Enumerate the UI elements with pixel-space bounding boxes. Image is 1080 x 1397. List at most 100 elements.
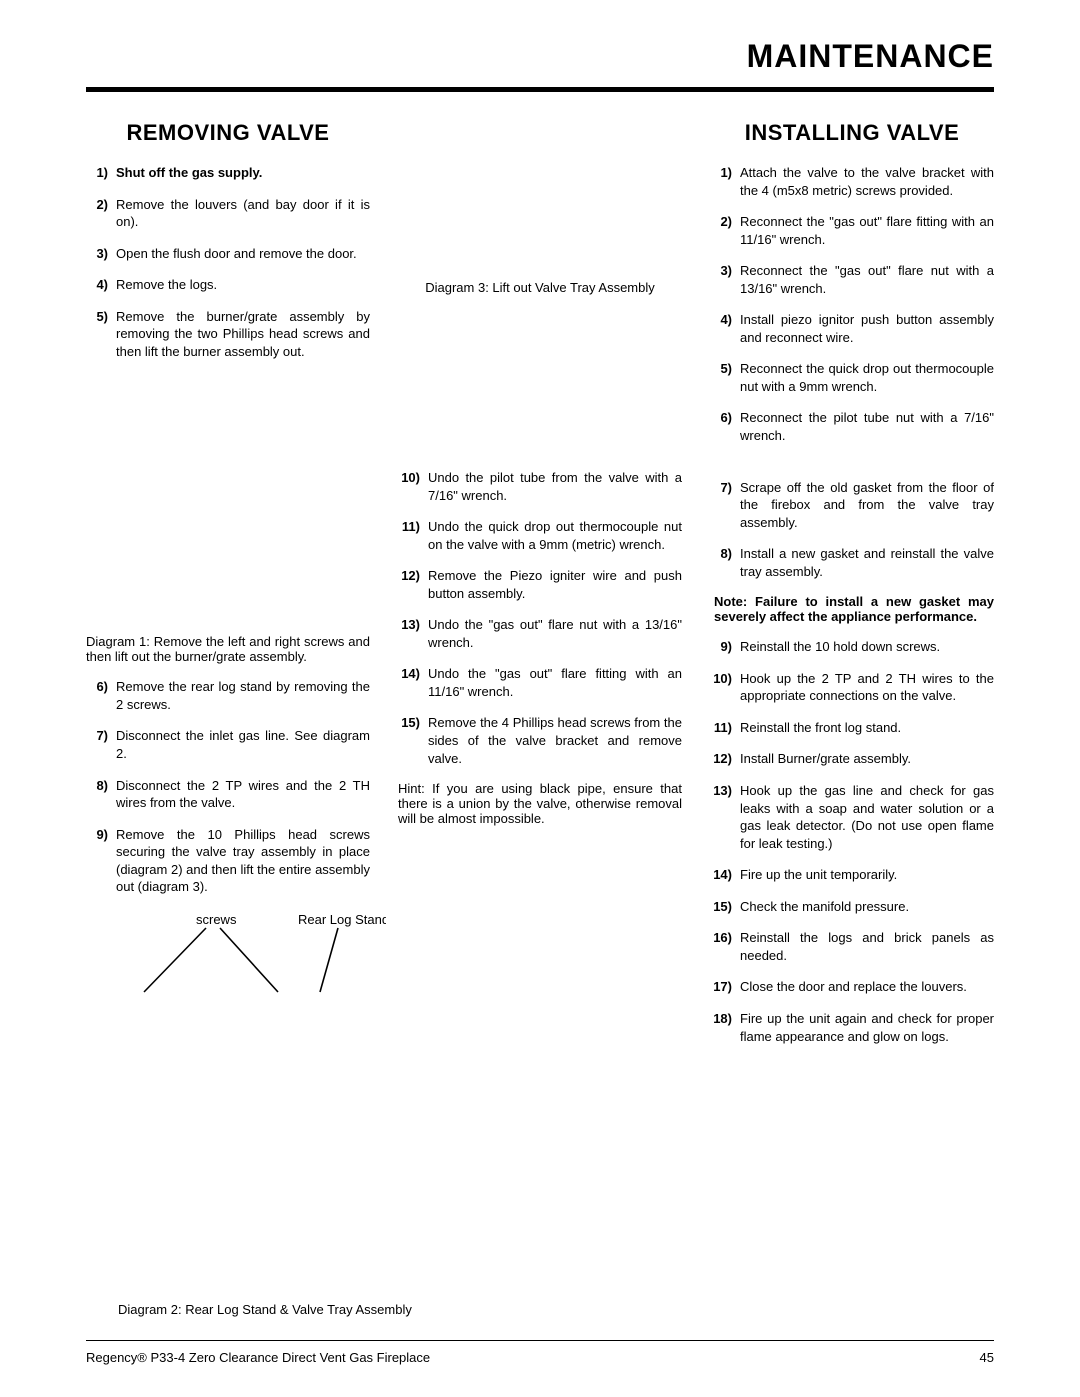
step-text: Remove the rear log stand by removing th… (116, 678, 370, 713)
step-number: 6) (86, 678, 108, 696)
step-text: Attach the valve to the valve bracket wi… (740, 164, 994, 199)
step-text: Remove the burner/grate assembly by remo… (116, 308, 370, 361)
step-text: Undo the pilot tube from the valve with … (428, 469, 682, 504)
col-2: Diagram 3: Lift out Valve Tray Assembly … (398, 120, 682, 1059)
step-item: 9)Remove the 10 Phillips head screws sec… (86, 826, 370, 896)
step-text: Remove the 4 Phillips head screws from t… (428, 714, 682, 767)
diagram-1-placeholder (86, 374, 370, 634)
step-item: 8)Install a new gasket and reinstall the… (710, 545, 994, 580)
step-number: 13) (398, 616, 420, 634)
step-item: 6) Remove the rear log stand by removing … (86, 678, 370, 713)
step-number: 12) (710, 750, 732, 768)
step-text: Scrape off the old gasket from the floor… (740, 479, 994, 532)
step-item: 4) Install piezo ignitor push button asse… (710, 311, 994, 346)
step-text: Remove the logs. (116, 276, 370, 294)
screws-label: screws (196, 912, 237, 927)
step-number: 8) (86, 777, 108, 795)
step-item: 17) Close the door and replace the louver… (710, 978, 994, 996)
footer-rule (86, 1340, 994, 1341)
step-text: Undo the quick drop out thermocouple nut… (428, 518, 682, 553)
step-number: 2) (710, 213, 732, 231)
removing-steps-a: 1)Shut off the gas supply.2)Remove the l… (86, 164, 370, 360)
step-text: Remove the louvers (and bay door if it i… (116, 196, 370, 231)
step-text: Install piezo ignitor push button assemb… (740, 311, 994, 346)
step-item: 3)Open the flush door and remove the doo… (86, 245, 370, 263)
step-text: Fire up the unit temporarily. (740, 866, 994, 884)
step-item: 2) Reconnect the "gas out" flare fitting … (710, 213, 994, 248)
installing-valve-title: INSTALLING VALVE (710, 120, 994, 146)
col-1: REMOVING VALVE 1)Shut off the gas supply… (86, 120, 370, 1059)
step-item: 1) Attach the valve to the valve bracket … (710, 164, 994, 199)
footer: Regency® P33-4 Zero Clearance Direct Ven… (86, 1350, 994, 1365)
step-number: 7) (710, 479, 732, 497)
step-number: 10) (710, 670, 732, 688)
installing-steps-b: 7) Scrape off the old gasket from the flo… (710, 479, 994, 581)
footer-left: Regency® P33-4 Zero Clearance Direct Ven… (86, 1350, 430, 1365)
step-text: Check the manifold pressure. (740, 898, 994, 916)
step-item: 7) Disconnect the inlet gas line. See dia… (86, 727, 370, 762)
step-text: Fire up the unit again and check for pro… (740, 1010, 994, 1045)
step-item: 2)Remove the louvers (and bay door if it… (86, 196, 370, 231)
step-number: 18) (710, 1010, 732, 1028)
step-number: 12) (398, 567, 420, 585)
install-note: Note: Failure to install a new gasket ma… (710, 594, 994, 624)
step-text: Reinstall the front log stand. (740, 719, 994, 737)
step-text: Install a new gasket and reinstall the v… (740, 545, 994, 580)
thick-rule (86, 87, 994, 92)
step-item: 5)Remove the burner/grate assembly by re… (86, 308, 370, 361)
callout-line-3 (320, 928, 338, 992)
step-item: 4)Remove the logs. (86, 276, 370, 294)
step-number: 7) (86, 727, 108, 745)
step-item: 10)Undo the pilot tube from the valve wi… (398, 469, 682, 504)
main-title: MAINTENANCE (86, 38, 994, 75)
step-item: 18) Fire up the unit again and check for … (710, 1010, 994, 1045)
screws-diagram-svg: screws Rear Log Stand (86, 910, 386, 1000)
step-text: Undo the "gas out" flare fitting with an… (428, 665, 682, 700)
step-number: 16) (710, 929, 732, 947)
page: MAINTENANCE REMOVING VALVE 1)Shut off th… (0, 0, 1080, 1397)
step-text: Shut off the gas supply. (116, 164, 370, 182)
step-number: 5) (710, 360, 732, 378)
col-3: INSTALLING VALVE 1) Attach the valve to t… (710, 120, 994, 1059)
step-number: 11) (710, 719, 732, 737)
step-item: 13)Hook up the gas line and check for ga… (710, 782, 994, 852)
step-number: 15) (710, 898, 732, 916)
step-item: 12)Install Burner/grate assembly. (710, 750, 994, 768)
step-item: 14) Undo the "gas out" flare fitting with… (398, 665, 682, 700)
step-text: Disconnect the inlet gas line. See diagr… (116, 727, 370, 762)
step-text: Open the flush door and remove the door. (116, 245, 370, 263)
step-text: Hook up the 2 TP and 2 TH wires to the a… (740, 670, 994, 705)
removing-steps-b: 6) Remove the rear log stand by removing … (86, 678, 370, 895)
step-text: Reinstall the logs and brick panels as n… (740, 929, 994, 964)
step-item: 15) Check the manifold pressure. (710, 898, 994, 916)
step-number: 6) (710, 409, 732, 427)
step-item: 9)Reinstall the 10 hold down screws. (710, 638, 994, 656)
step-number: 11) (398, 518, 420, 536)
step-number: 4) (710, 311, 732, 329)
step-text: Reconnect the "gas out" flare fitting wi… (740, 213, 994, 248)
step-item: 14)Fire up the unit temporarily. (710, 866, 994, 884)
removing-valve-title: REMOVING VALVE (86, 120, 370, 146)
step-number: 1) (710, 164, 732, 182)
callout-line-1 (144, 928, 206, 992)
step-item: 6)Reconnect the pilot tube nut with a 7/… (710, 409, 994, 444)
diagram-1-caption: Diagram 1: Remove the left and right scr… (86, 634, 370, 664)
step-text: Reconnect the "gas out" flare nut with a… (740, 262, 994, 297)
step-text: Remove the 10 Phillips head screws secur… (116, 826, 370, 896)
step-item: 12) Remove the Piezo igniter wire and pus… (398, 567, 682, 602)
step-number: 14) (398, 665, 420, 683)
step-text: Close the door and replace the louvers. (740, 978, 994, 996)
footer-right: 45 (980, 1350, 994, 1365)
step-number: 15) (398, 714, 420, 732)
installing-steps-a: 1) Attach the valve to the valve bracket … (710, 164, 994, 445)
rear-log-stand-label: Rear Log Stand (298, 912, 386, 927)
step-item: 16) Reinstall the logs and brick panels a… (710, 929, 994, 964)
step-item: 5)Reconnect the quick drop out thermocou… (710, 360, 994, 395)
step-number: 17) (710, 978, 732, 996)
diagram-2-caption: Diagram 2: Rear Log Stand & Valve Tray A… (118, 1302, 412, 1317)
step-text: Disconnect the 2 TP wires and the 2 TH w… (116, 777, 370, 812)
step-number: 13) (710, 782, 732, 800)
columns: REMOVING VALVE 1)Shut off the gas supply… (86, 120, 994, 1059)
step-text: Remove the Piezo igniter wire and push b… (428, 567, 682, 602)
step-number: 9) (710, 638, 732, 656)
